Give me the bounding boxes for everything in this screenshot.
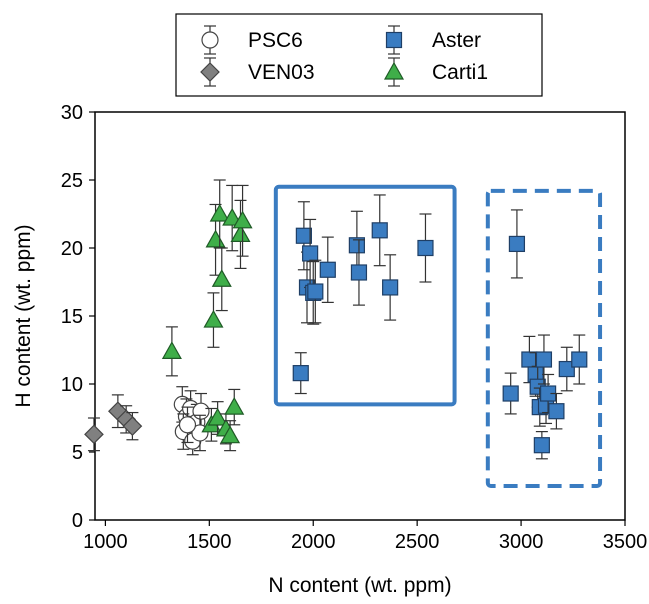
- legend-marker: [201, 31, 219, 49]
- data-point: [307, 283, 324, 300]
- data-point: [319, 261, 336, 278]
- data-point: [558, 360, 575, 378]
- y-tick-label: 25: [61, 170, 83, 192]
- x-axis-label: N content (wt. ppm): [268, 574, 451, 597]
- data-point: [535, 351, 553, 368]
- data-point: [224, 396, 245, 415]
- highlight-boxes: [273, 184, 603, 488]
- data-point: [521, 351, 538, 368]
- data-point: [292, 365, 309, 382]
- data-point: [533, 437, 550, 454]
- axes: 1000 1500 2000 2500 3000 3500 0 5 10 15 20 25 30: [61, 102, 648, 553]
- x-tick-label: 3000: [499, 531, 544, 553]
- data-series: [84, 179, 588, 460]
- y-tick-label: 30: [61, 102, 83, 124]
- data-point: [178, 416, 197, 434]
- data-point: [571, 351, 588, 368]
- x-tick-label: 1500: [187, 531, 232, 553]
- legend-item-carti1: Carti1: [383, 57, 488, 87]
- legend: PSC6 Aster VEN03 Carti1: [175, 13, 543, 97]
- data-point: [209, 203, 230, 222]
- legend-marker: [385, 31, 403, 49]
- solid-box: [273, 184, 457, 407]
- y-tick-label: 20: [61, 238, 83, 260]
- data-point: [230, 224, 251, 242]
- legend-marker: [383, 61, 405, 80]
- data-point: [417, 239, 434, 257]
- data-point: [207, 407, 228, 426]
- legend-frame: [175, 13, 543, 97]
- x-tick-label: 1000: [83, 531, 128, 553]
- legend-label: Aster: [432, 29, 481, 52]
- legend-item-ven03: VEN03: [200, 57, 315, 87]
- data-point: [508, 235, 526, 253]
- data-point: [382, 279, 399, 296]
- series-psc6: [173, 386, 210, 456]
- legend-label: Carti1: [432, 61, 488, 84]
- data-point: [295, 227, 312, 244]
- data-point: [502, 385, 519, 402]
- legend-item-psc6: PSC6: [201, 25, 303, 55]
- data-point: [192, 402, 210, 420]
- x-tick-label: 2000: [291, 531, 336, 553]
- x-tick-label: 2500: [395, 531, 440, 553]
- y-tick-label: 15: [61, 306, 83, 328]
- data-point: [350, 264, 368, 281]
- y-tick-label: 5: [72, 442, 83, 464]
- legend-item-aster: Aster: [385, 25, 481, 55]
- series-aster: [292, 194, 588, 460]
- data-point: [548, 403, 565, 420]
- y-tick-label: 10: [61, 374, 83, 396]
- data-point: [161, 341, 182, 359]
- legend-label: VEN03: [248, 61, 315, 84]
- legend-label: PSC6: [248, 29, 303, 52]
- data-point: [211, 269, 232, 287]
- data-point: [302, 245, 319, 262]
- data-point: [371, 222, 388, 239]
- series-carti1: [161, 179, 253, 452]
- series-ven03: [84, 394, 143, 452]
- y-tick-label: 0: [72, 510, 83, 532]
- x-tick-label: 3500: [603, 531, 648, 553]
- data-point: [84, 424, 104, 445]
- data-point: [348, 237, 365, 254]
- y-axis-label: H content (wt. ppm): [12, 224, 35, 407]
- legend-marker: [200, 62, 220, 82]
- dashed-box: [485, 188, 603, 488]
- data-point: [232, 210, 253, 229]
- data-point: [205, 229, 226, 248]
- data-point: [203, 309, 224, 328]
- data-point: [122, 416, 143, 437]
- data-point: [220, 425, 241, 444]
